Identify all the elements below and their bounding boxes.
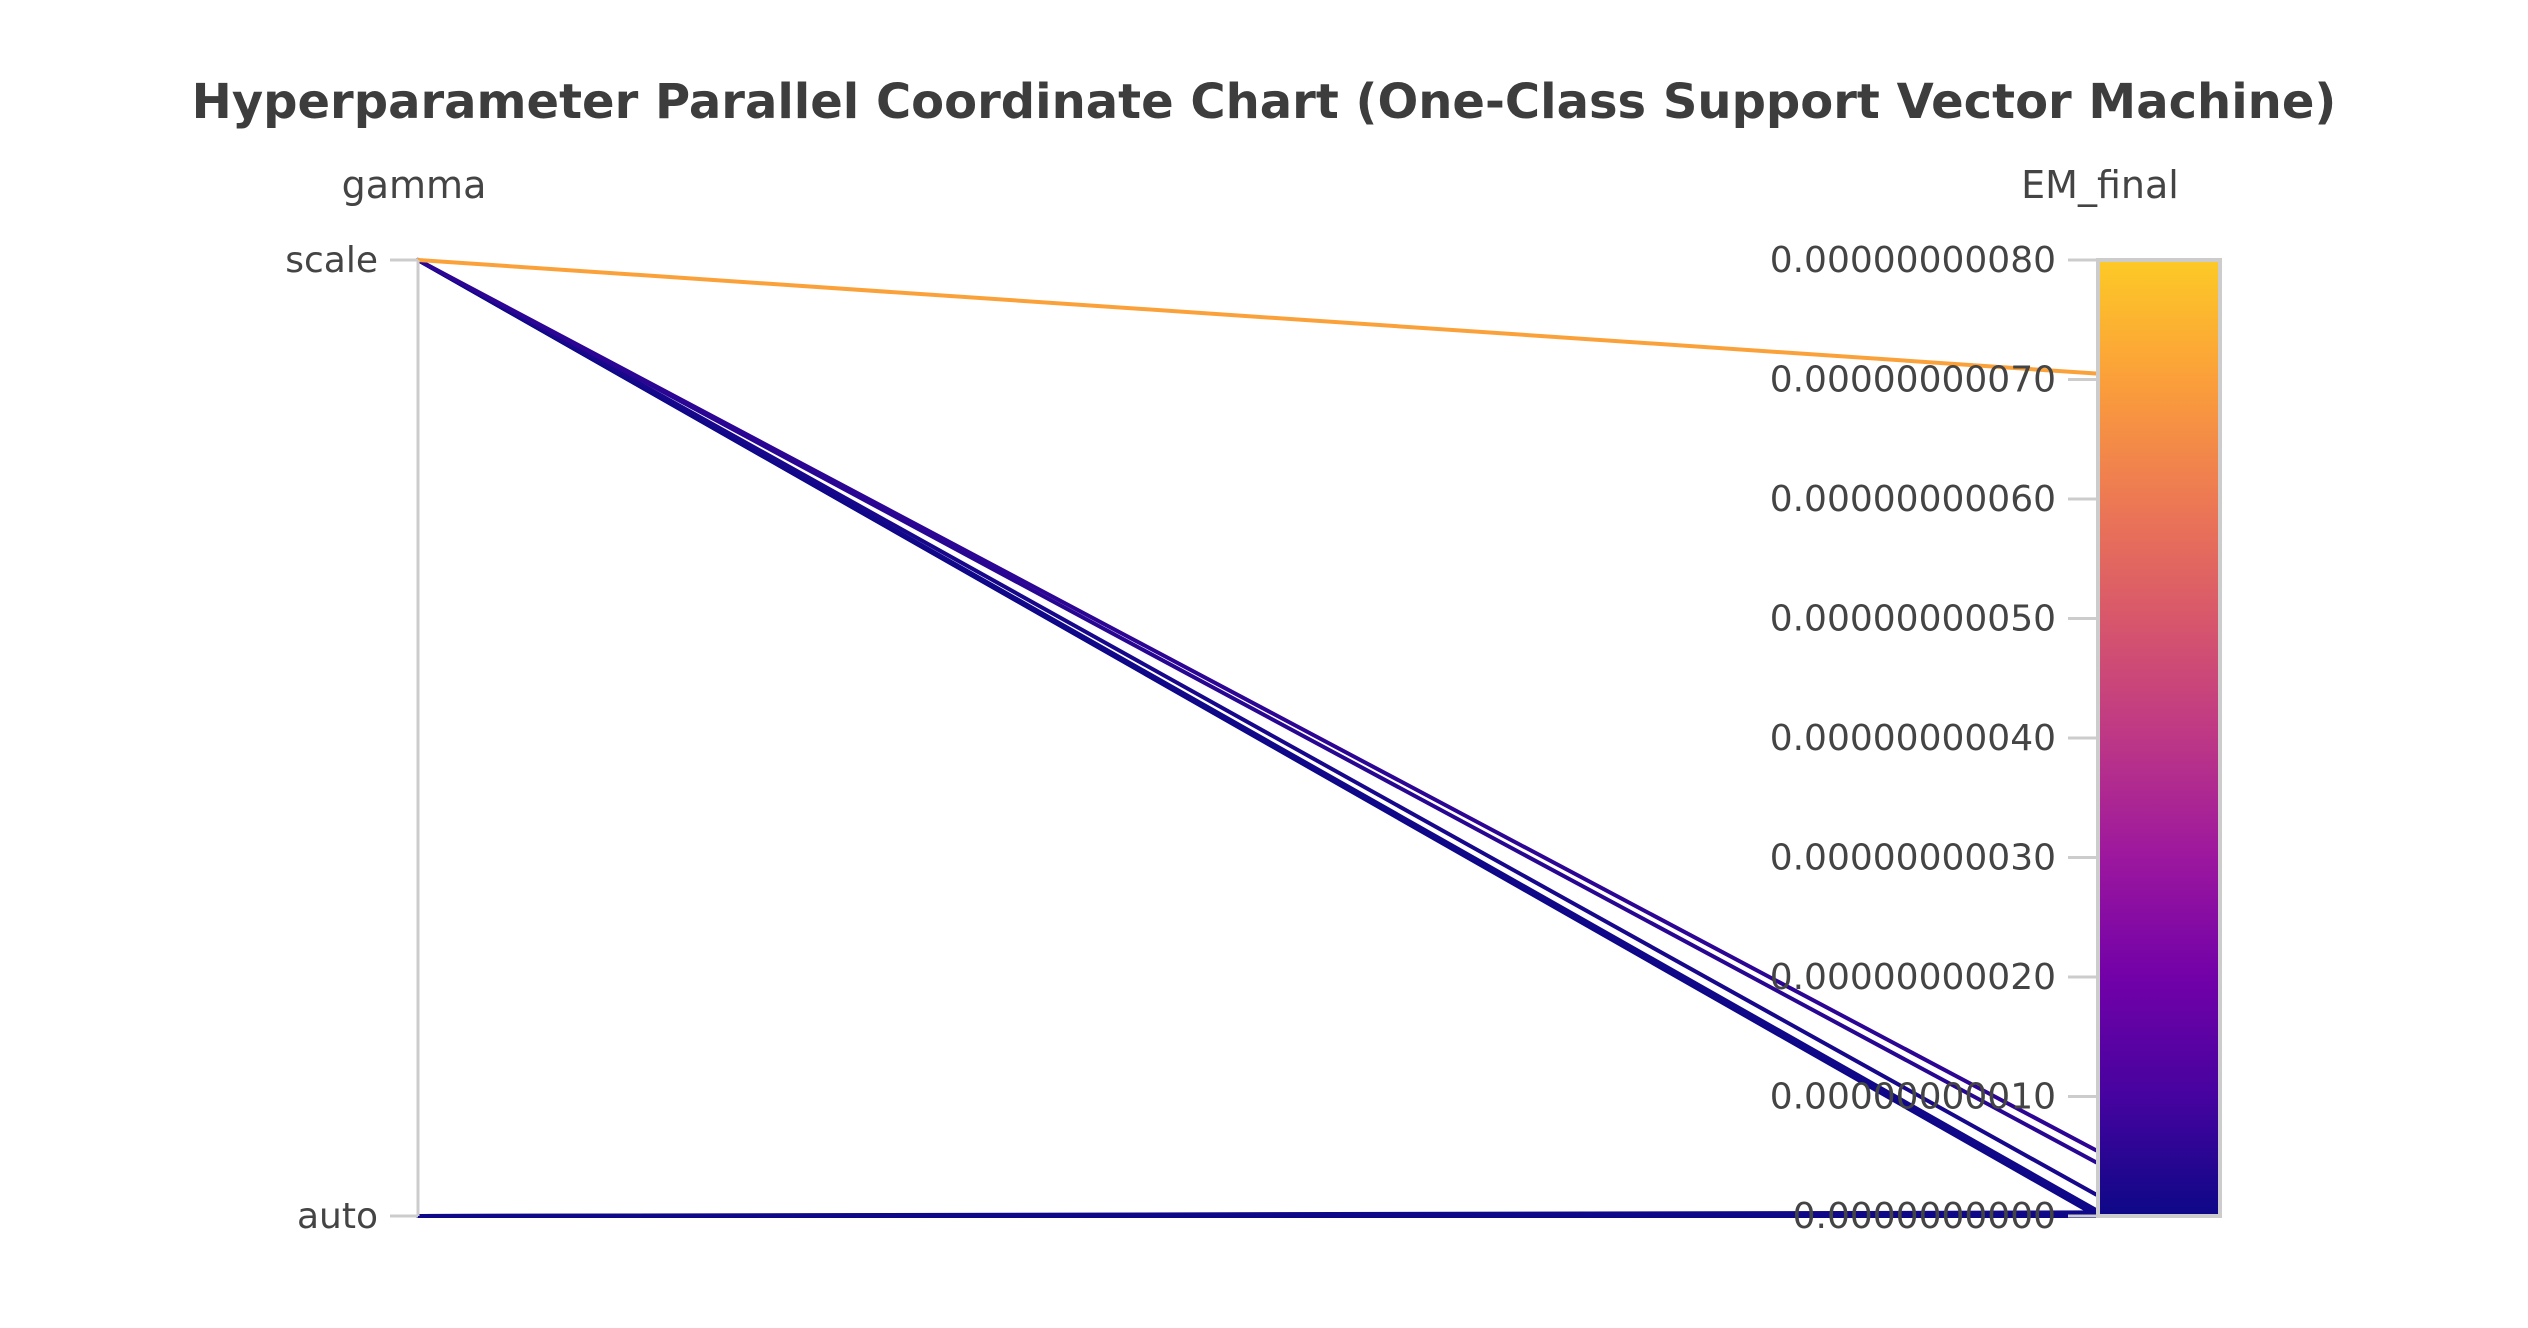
data-line [416,258,2098,1153]
em-final-tick-label: 0.0000000000 [1793,1196,2056,1237]
em-final-tick-label: 0.00000000050 [1770,599,2056,640]
em-final-tick-label: 0.00000000080 [1770,240,2056,281]
gamma-tick-label: auto [297,1196,378,1237]
gamma-tick-label: scale [285,240,378,281]
em-final-tick-label: 0.00000000020 [1770,957,2056,998]
data-line [416,258,2098,1213]
gamma-axis-title: gamma [342,163,487,207]
em-final-tick-label: 0.00000000040 [1770,718,2056,759]
em-final-tick-label: 0.00000000060 [1770,479,2056,520]
axes-layer: gamma auto scale EM_final 0.0000000000 0.0000… [285,163,2222,1237]
data-line [416,1210,2098,1218]
lines-layer [416,258,2098,1218]
em-final-tick-label: 0.00000000070 [1770,360,2056,401]
em-final-colorbar [2096,258,2222,1218]
data-line [416,258,2098,376]
data-line [416,258,2098,1197]
em-final-tick-label: 0.00000000030 [1770,838,2056,879]
em-final-axis-title: EM_final [2021,163,2179,207]
chart-title: Hyperparameter Parallel Coordinate Chart… [192,74,2337,130]
em-final-tick-label: 0.00000000010 [1770,1077,2056,1118]
